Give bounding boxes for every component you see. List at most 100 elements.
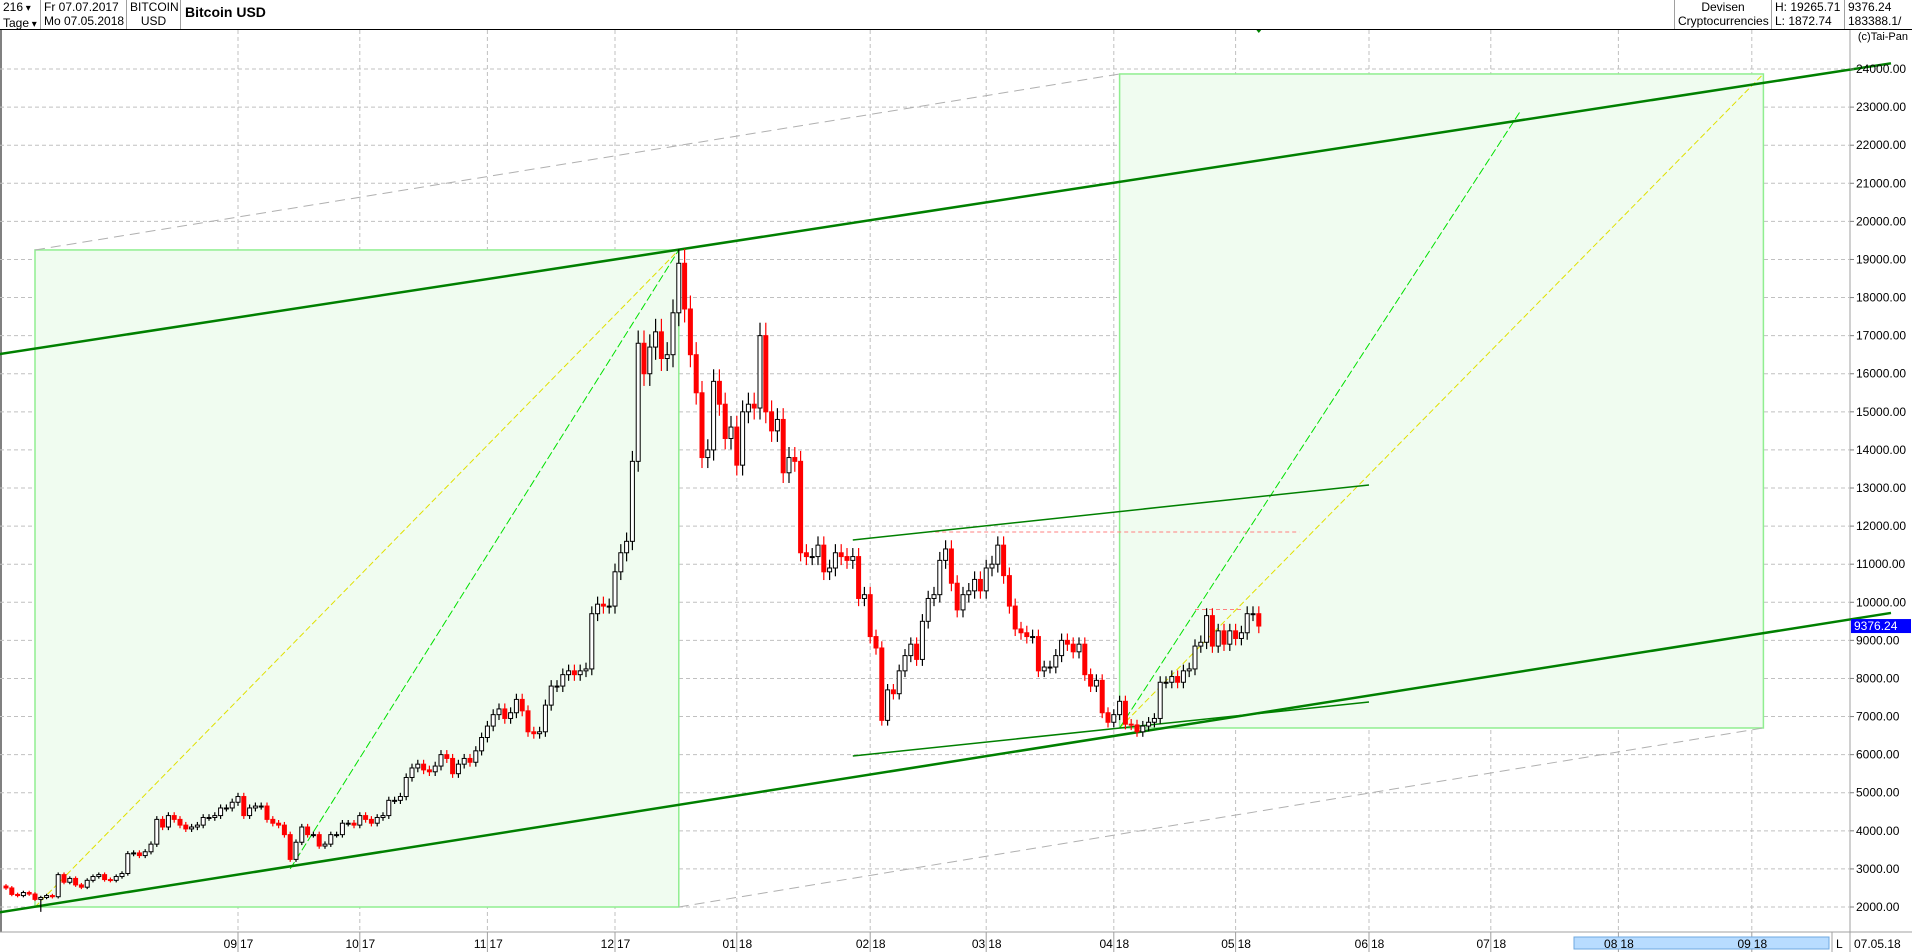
candle <box>745 392 751 424</box>
bars-count[interactable]: 216 <box>0 0 40 16</box>
x-tick-year: 17 <box>240 937 254 951</box>
candle-body-up <box>113 876 119 881</box>
to-date[interactable]: Mo 07.05.2018 <box>44 14 125 28</box>
candle-body-down <box>467 757 473 763</box>
candle-body-down <box>363 815 369 820</box>
candle-body-up <box>1053 655 1059 668</box>
candle <box>3 884 9 890</box>
candle-body-up <box>577 670 583 676</box>
candle <box>270 816 276 827</box>
timeline-scrollbar[interactable] <box>1573 936 1830 950</box>
candle-body-up <box>397 796 403 801</box>
candle-body-up <box>496 708 502 716</box>
candle-body-up <box>896 670 902 695</box>
x-tick-year: 18 <box>988 937 1002 951</box>
candle-body-up <box>38 896 44 900</box>
candle <box>815 536 821 566</box>
candle <box>560 668 566 693</box>
period-dropdown[interactable]: Tage <box>0 16 40 32</box>
candle <box>148 841 154 855</box>
candle-body-down <box>270 818 276 824</box>
candle-body-up <box>554 685 560 688</box>
y-tick-label: 13000.00 <box>1856 481 1906 495</box>
high-value: H: 19265.71 <box>1775 0 1841 14</box>
candle-body-up <box>885 689 891 721</box>
candle <box>1180 664 1186 689</box>
candle <box>1151 713 1157 728</box>
low-value: L: 1872.74 <box>1775 14 1832 28</box>
candle-body-down <box>1122 700 1128 725</box>
candle-body-up <box>653 331 659 348</box>
bars-selector[interactable]: 216 Tage <box>0 0 41 32</box>
x-tick-month: 12 <box>601 937 615 951</box>
symbol: BITCOIN USD <box>127 0 181 29</box>
candle <box>125 851 131 876</box>
candle <box>861 586 867 607</box>
candle <box>1244 606 1250 640</box>
candle-body-up <box>55 874 61 898</box>
y-tick-label: 24000.00 <box>1856 62 1906 76</box>
candle-body-up <box>229 801 235 809</box>
candle <box>508 707 514 724</box>
candle-body-up <box>258 805 264 808</box>
candle <box>716 369 722 416</box>
candle <box>1053 649 1059 674</box>
candle-body-up <box>583 668 589 672</box>
candle-body-up <box>328 834 334 845</box>
candle <box>1088 668 1094 693</box>
candle <box>368 816 374 827</box>
candle-body-down <box>426 769 432 773</box>
candle-body-up <box>606 605 612 608</box>
candle-body-down <box>264 805 270 820</box>
candle-body-down <box>716 380 722 405</box>
candle <box>241 792 247 819</box>
candle <box>67 876 73 885</box>
candle <box>763 322 769 424</box>
y-tick-label: 11000.00 <box>1856 557 1905 571</box>
candle <box>792 447 798 472</box>
candle <box>252 802 258 812</box>
candle <box>571 664 577 681</box>
candle <box>803 544 809 566</box>
candle-body-up <box>484 725 490 738</box>
candle <box>1105 707 1111 728</box>
candle <box>1227 623 1233 651</box>
x-tick-year: 18 <box>1620 937 1634 951</box>
candle-body-up <box>380 815 386 818</box>
candle <box>194 821 200 831</box>
candle-body-up <box>1117 700 1123 716</box>
x-tick-month: 09 <box>1737 937 1751 951</box>
candle-body-up <box>560 674 566 687</box>
candle <box>1221 623 1227 651</box>
group-line1: Devisen <box>1701 0 1745 14</box>
candle-body-up <box>711 380 717 451</box>
candle <box>1122 695 1128 730</box>
y-tick-label: 16000.00 <box>1856 367 1906 381</box>
candle <box>624 532 630 562</box>
candle-body-up <box>432 765 438 773</box>
last-value: 9376.24 <box>1848 0 1892 14</box>
candle-body-up <box>438 754 444 767</box>
from-date[interactable]: Fr 07.07.2017 <box>44 0 119 14</box>
candle-body-up <box>612 571 618 607</box>
last-volume: 9376.24 183388.1/ <box>1845 0 1912 29</box>
candle <box>780 408 786 483</box>
candle <box>206 814 212 821</box>
candle <box>1099 674 1105 719</box>
date-range[interactable]: Fr 07.07.2017 Mo 07.05.2018 <box>41 0 127 29</box>
candle-body-up <box>96 874 102 878</box>
x-tick-month: 08 <box>1604 937 1618 951</box>
fan-line-green <box>1119 111 1521 729</box>
x-tick-year: 17 <box>617 937 631 951</box>
scroll-mode-button[interactable]: L <box>1836 937 1843 951</box>
candle-body-down <box>1175 676 1181 683</box>
candle-body-up <box>809 556 815 559</box>
candle <box>798 450 804 562</box>
candle <box>769 400 775 442</box>
candle-body-down <box>1035 636 1041 672</box>
title-cell: Bitcoin USD <box>181 0 1675 29</box>
x-tick-year: 18 <box>1493 937 1507 951</box>
candle <box>1238 625 1244 646</box>
candles <box>3 248 1262 912</box>
